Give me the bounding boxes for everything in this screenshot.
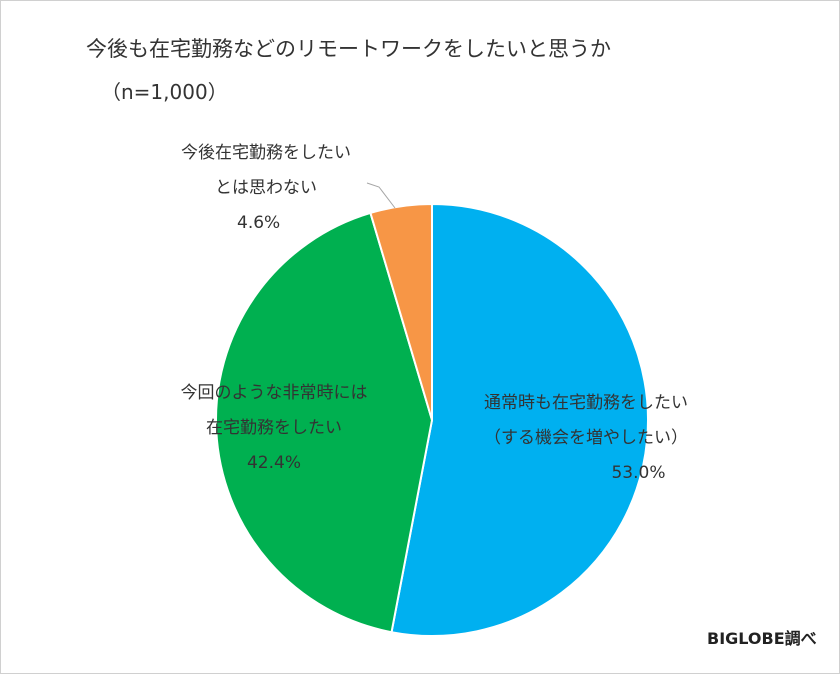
slice-value-emergency: 42.4% (246, 453, 301, 473)
pie-slice-regular (390, 202, 649, 637)
slice-label-regular-line2: （する機会を増やしたい） (484, 428, 688, 448)
chart-subtitle: （n=1,000） (101, 80, 228, 104)
source-credit: BIGLOBE調べ (707, 629, 817, 648)
pie-slice-emergency (215, 211, 434, 634)
slice-value-regular: 53.0% (611, 463, 666, 483)
slice-label-emergency-line1: 今回のような非常時には (180, 383, 368, 403)
slice-value-no: 4.6% (237, 213, 281, 233)
slice-label-regular-line1: 通常時も在宅勤務をしたい (484, 393, 688, 413)
slice-label-regular: 通常時も在宅勤務をしたい （する機会を増やしたい） 53.0% (451, 386, 721, 491)
slice-label-no-line2: とは思わない (215, 178, 317, 198)
slice-label-no: 今後在宅勤務をしたい とは思わない 4.6% (151, 136, 381, 241)
chart-title: 今後も在宅勤務などのリモートワークをしたいと思うか (86, 37, 611, 61)
slice-label-emergency: 今回のような非常時には 在宅勤務をしたい 42.4% (159, 376, 389, 481)
leader-line-no (366, 182, 396, 209)
slice-label-emergency-line2: 在宅勤務をしたい (206, 418, 342, 438)
slice-label-no-line1: 今後在宅勤務をしたい (181, 143, 351, 163)
pie-slice-no (369, 202, 433, 421)
